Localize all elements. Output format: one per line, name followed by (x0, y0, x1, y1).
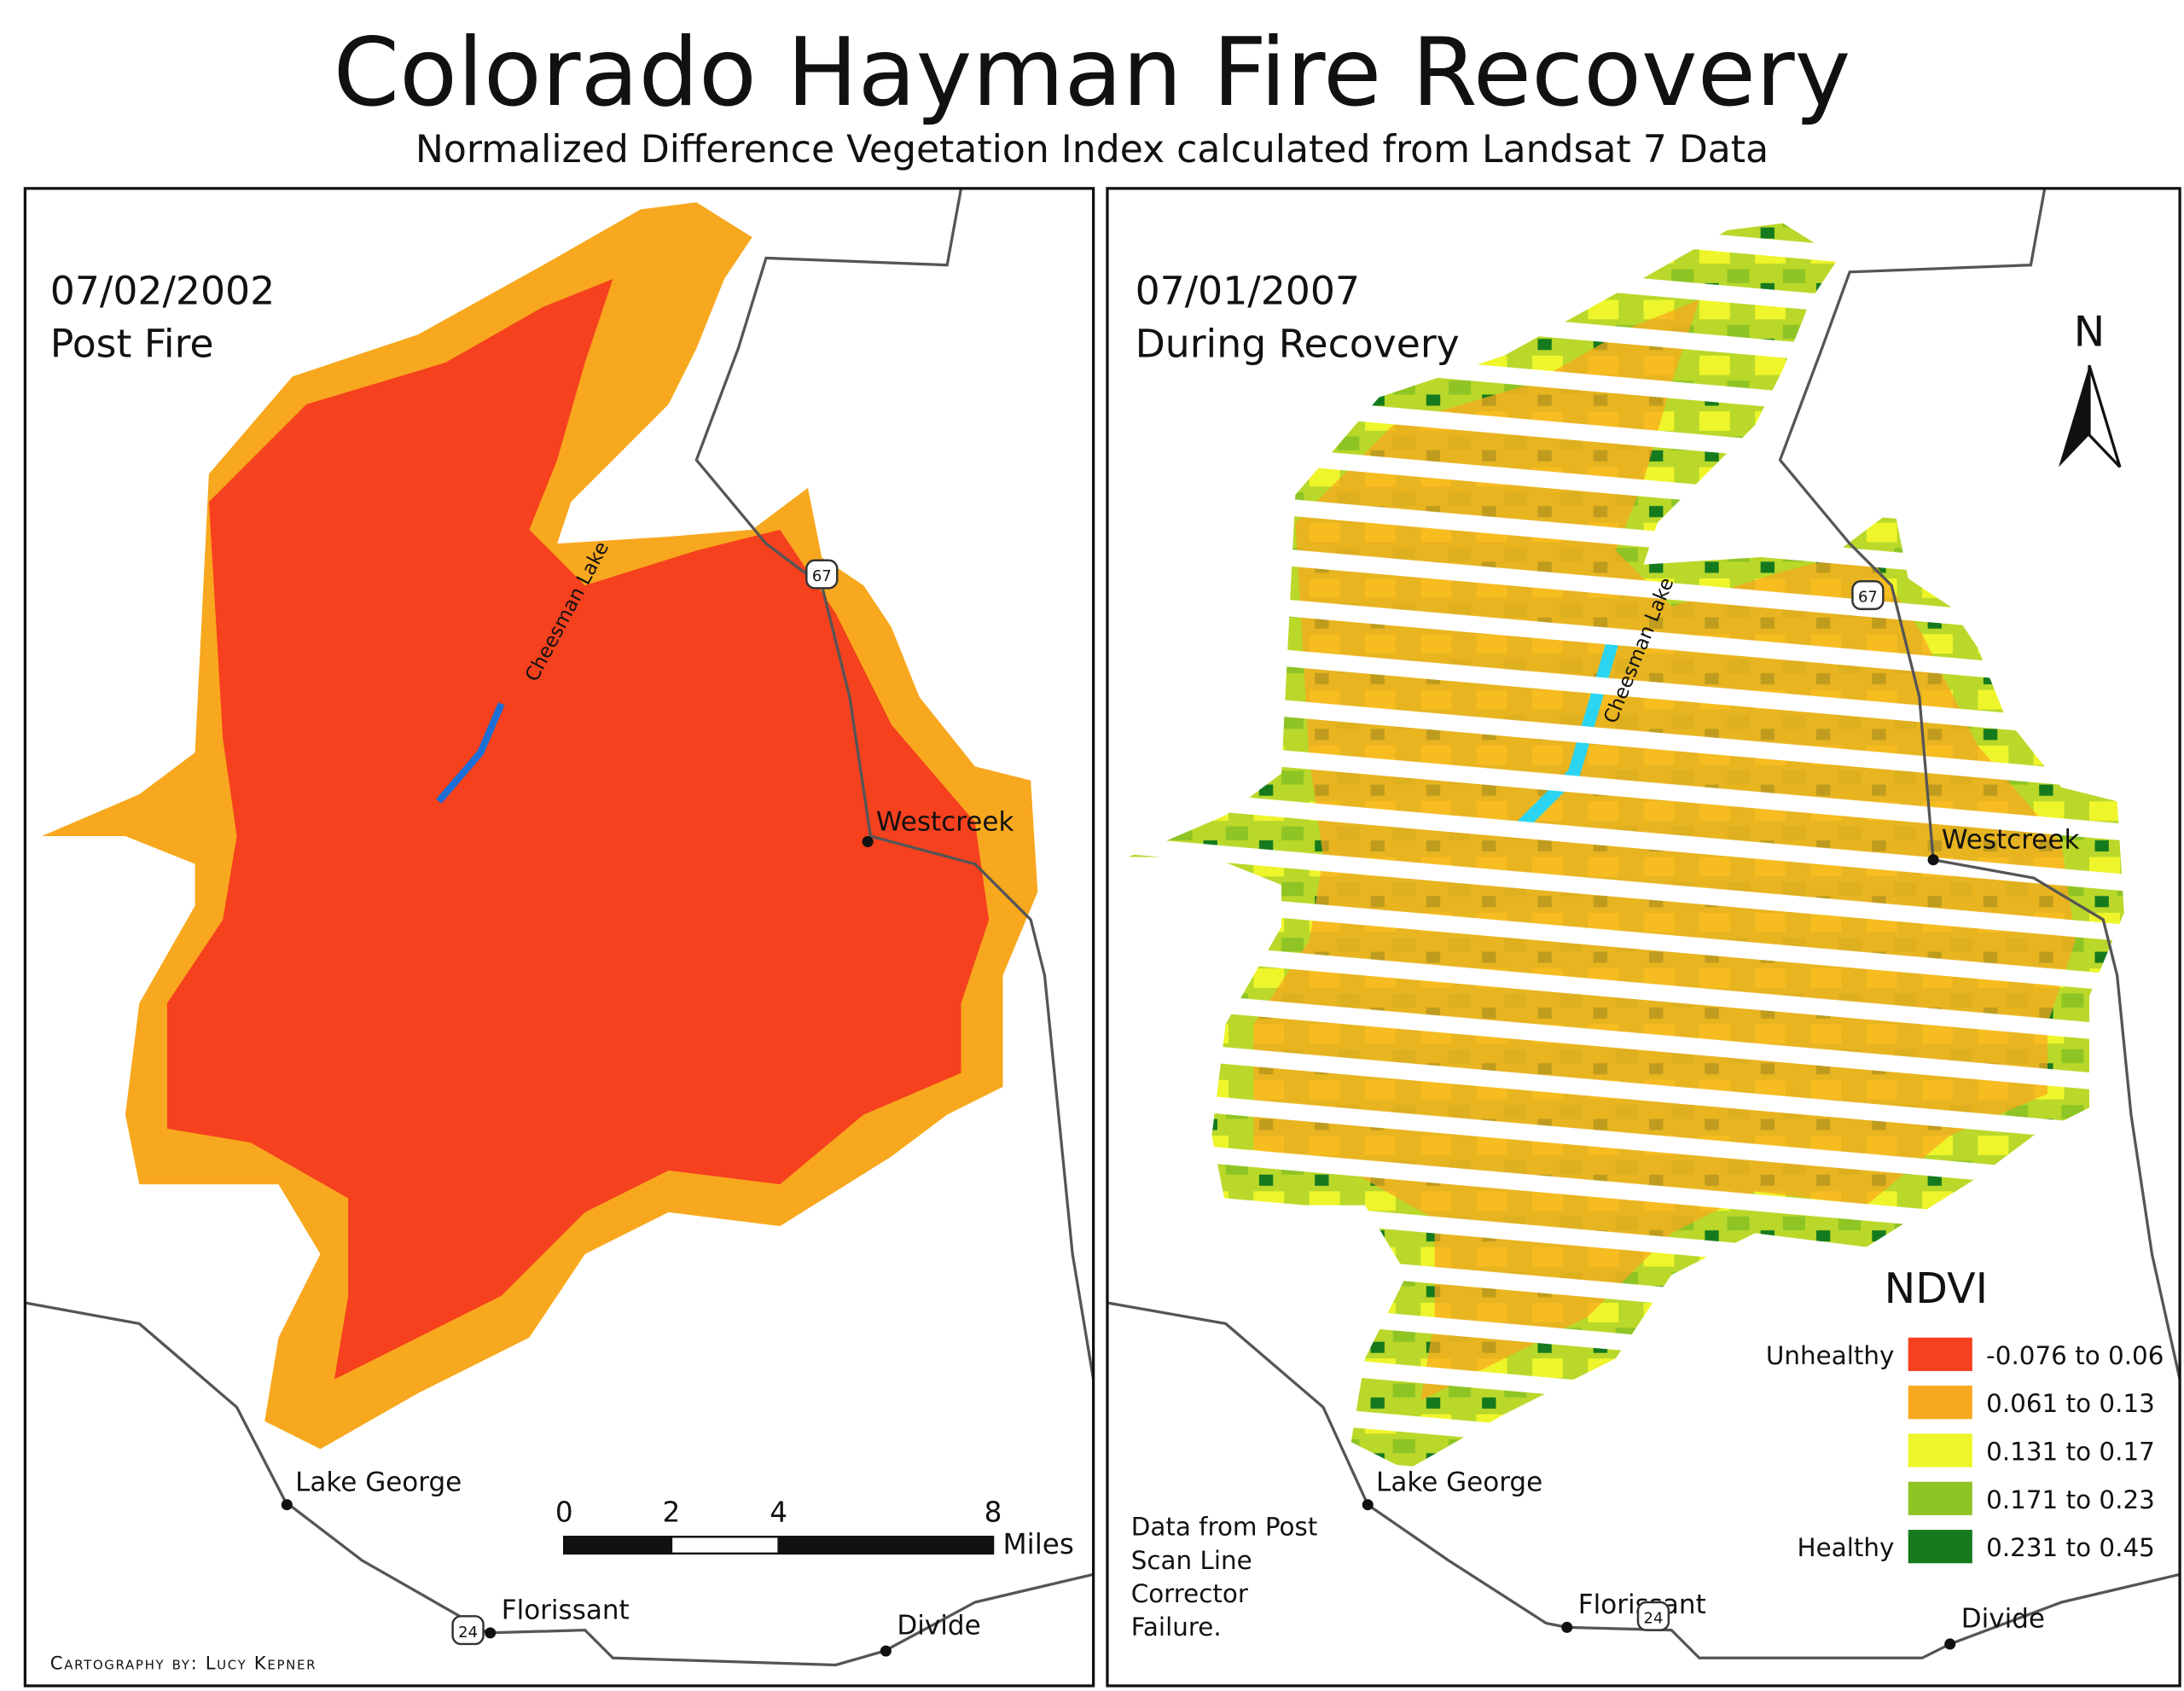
place-dot (1927, 854, 1939, 866)
place-label: Divide (897, 1611, 980, 1642)
subtitle: Normalized Difference Vegetation Index c… (415, 128, 1769, 171)
legend-range: 0.061 to 0.13 (1986, 1389, 2155, 1418)
highway-number: 67 (812, 567, 832, 585)
credit: Cartography by: Lucy Kepner (50, 1653, 317, 1674)
title: Colorado Hayman Fire Recovery (334, 18, 1851, 128)
highway-number: 67 (1858, 589, 1878, 607)
legend-qualifier: Unhealthy (1766, 1341, 1895, 1370)
place-dot (281, 1499, 293, 1511)
place-dot (485, 1627, 497, 1639)
right-map (1107, 188, 2181, 1686)
place-label: Florissant (502, 1595, 630, 1626)
legend-swatch (1908, 1530, 1972, 1564)
legend-range: -0.076 to 0.06 (1986, 1341, 2164, 1370)
place-label: Lake George (1376, 1467, 1542, 1497)
highway-number: 24 (1644, 1609, 1664, 1627)
note-line: Failure. (1131, 1613, 1222, 1642)
scale-tick-label: 2 (663, 1496, 681, 1528)
road (694, 188, 1094, 1380)
legend-range: 0.231 to 0.45 (1986, 1533, 2155, 1562)
place-dot (1944, 1638, 1956, 1650)
panel-date: 07/01/2007 (1136, 268, 1360, 313)
legend-range: 0.171 to 0.23 (1986, 1485, 2155, 1514)
north-arrow (2059, 365, 2089, 468)
scale-unit: Miles (1003, 1528, 1074, 1560)
highway-number: 24 (458, 1624, 478, 1642)
highway-shield (805, 559, 839, 590)
scan-line-gaps (1107, 188, 2181, 1686)
panel-frame (1106, 187, 2181, 1688)
place-label: Divide (1961, 1603, 2045, 1634)
lake (436, 702, 505, 804)
highway-shield (451, 1615, 485, 1646)
place-label: Westcreek (876, 806, 1014, 837)
legend-swatch (1908, 1337, 1972, 1371)
north-label: N (2074, 307, 2106, 356)
legend-qualifier: Healthy (1798, 1533, 1895, 1562)
left-map (25, 188, 1094, 1667)
note-line: Data from Post (1131, 1513, 1318, 1542)
scale-segment (563, 1536, 673, 1555)
panel-frame (23, 187, 1095, 1688)
place-dot (880, 1645, 892, 1657)
place-dot (862, 836, 874, 848)
panel-label: Post Fire (50, 321, 214, 366)
legend-title: NDVI (1885, 1264, 1988, 1313)
place-dot (1561, 1621, 1573, 1633)
legend-swatch (1908, 1386, 1972, 1420)
highway-shield (1851, 580, 1885, 611)
road (1778, 188, 2181, 1380)
note-line: Corrector (1131, 1579, 1249, 1608)
north-arrow (2088, 364, 2122, 468)
legend-range: 0.131 to 0.17 (1986, 1437, 2155, 1466)
highway-shield (1636, 1601, 1670, 1631)
place-label: Westcreek (1942, 825, 2080, 856)
place-label: Lake George (295, 1467, 462, 1497)
scale-segment (670, 1536, 780, 1555)
panel-label: During Recovery (1136, 321, 1460, 366)
legend-swatch (1908, 1481, 1972, 1515)
scale-tick-label: 4 (770, 1496, 787, 1528)
note-line: Scan Line (1131, 1546, 1252, 1575)
scale-tick-label: 0 (555, 1496, 573, 1528)
place-dot (1362, 1499, 1374, 1511)
panel-date: 07/02/2002 (50, 268, 275, 313)
scale-segment (777, 1536, 995, 1555)
legend-swatch (1908, 1433, 1972, 1467)
scale-tick-label: 8 (985, 1496, 1002, 1528)
